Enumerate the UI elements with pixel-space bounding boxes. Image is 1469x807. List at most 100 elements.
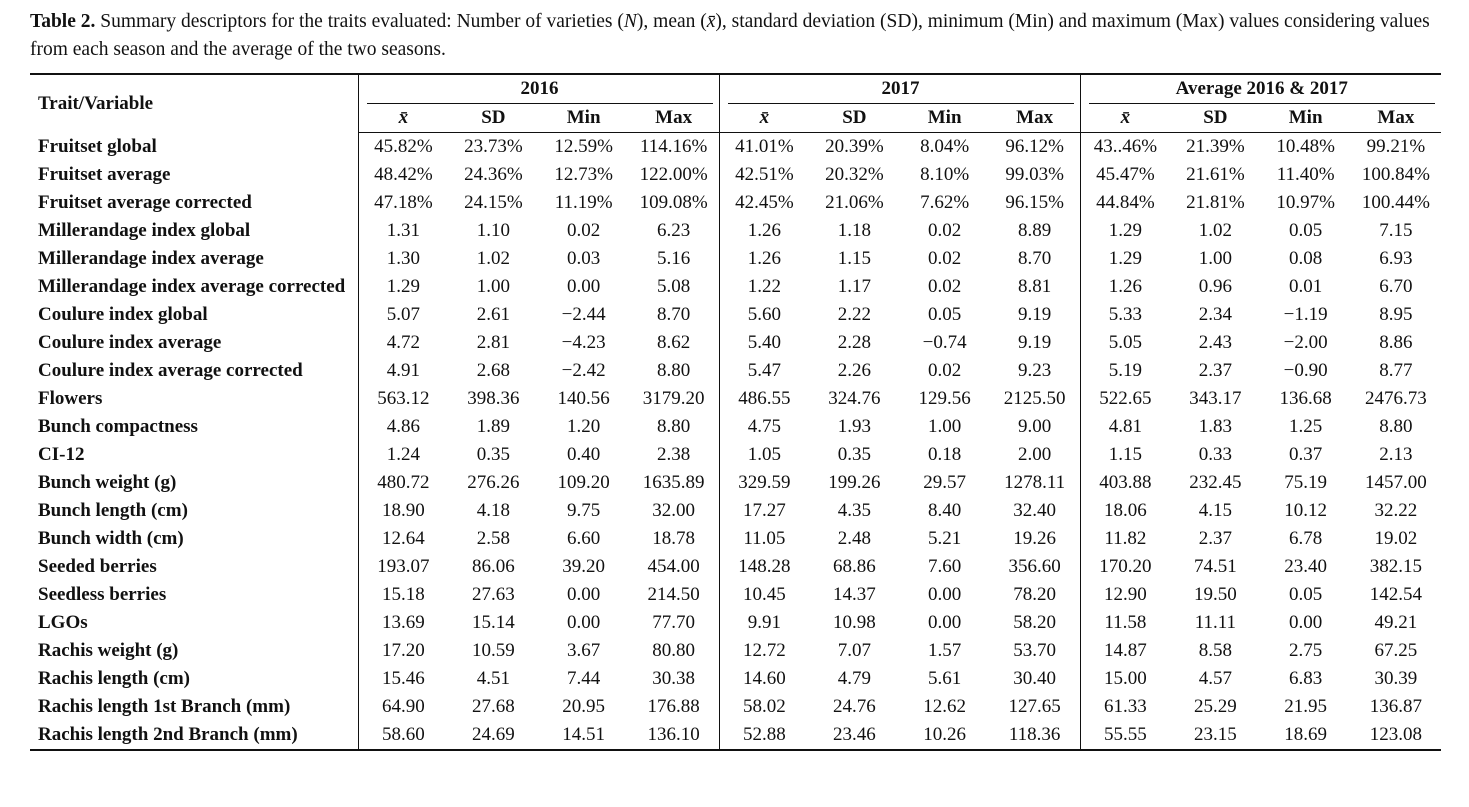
cell: 77.70 bbox=[652, 612, 695, 633]
cell: 2.43 bbox=[1198, 332, 1232, 353]
cell: 9.23 bbox=[1018, 360, 1052, 381]
cell: 1.29 bbox=[1079, 245, 1171, 273]
row-label: Bunch compactness bbox=[38, 416, 198, 437]
cell: 1.89 bbox=[476, 416, 510, 437]
data-row: Rachis length 2nd Branch (mm) 58.60 24.69 1… bbox=[30, 721, 1441, 750]
cell: 24.76 bbox=[833, 696, 876, 717]
caption-text: ), mean ( bbox=[636, 11, 707, 32]
cell: −1.19 bbox=[1283, 304, 1328, 325]
cell: 1.10 bbox=[476, 220, 510, 241]
row-label: LGOs bbox=[38, 612, 88, 633]
cell: 32.40 bbox=[1013, 500, 1056, 521]
cell: 20.95 bbox=[562, 696, 605, 717]
cell: 21.39% bbox=[1186, 136, 1245, 157]
cell: 10.98 bbox=[833, 612, 876, 633]
cell: 4.35 bbox=[837, 500, 871, 521]
cell: −2.00 bbox=[1283, 332, 1328, 353]
cell: 6.60 bbox=[567, 528, 601, 549]
cell: 99.03% bbox=[1005, 164, 1064, 185]
cell: 6.70 bbox=[1379, 276, 1413, 297]
cell: 9.19 bbox=[1018, 332, 1052, 353]
cell: 0.37 bbox=[1289, 444, 1323, 465]
column-header: SD bbox=[1170, 104, 1261, 133]
row-label: Bunch width (cm) bbox=[38, 528, 184, 549]
cell: 7.07 bbox=[837, 640, 871, 661]
cell: 27.68 bbox=[472, 696, 515, 717]
cell: 0.00 bbox=[567, 276, 601, 297]
row-label: Rachis length (cm) bbox=[38, 668, 190, 689]
cell: 170.20 bbox=[1079, 553, 1171, 581]
cell: 49.21 bbox=[1374, 612, 1418, 633]
data-row: Seeded berries 193.07 86.06 39.20 454.00 148.… bbox=[30, 553, 1441, 581]
data-row: Fruitset global 45.82% 23.73% 12.59% 114.16%… bbox=[30, 132, 1441, 161]
cell: 1.02 bbox=[1198, 220, 1232, 241]
data-row: CI-12 1.24 0.35 0.40 2.38 1.05 0.35 0.18 2.00 1.1… bbox=[30, 441, 1441, 469]
cell: 14.87 bbox=[1079, 637, 1171, 665]
data-row: Millerandage index global 1.31 1.10 0.02 6.2… bbox=[30, 217, 1441, 245]
cell: 454.00 bbox=[647, 556, 700, 577]
data-row: Rachis weight (g) 17.20 10.59 3.67 80.80 12.7… bbox=[30, 637, 1441, 665]
cell: 1.24 bbox=[357, 441, 449, 469]
cell: 53.70 bbox=[1013, 640, 1056, 661]
row-label: Bunch length (cm) bbox=[38, 500, 188, 521]
cell: 11.05 bbox=[718, 525, 810, 553]
cell: 136.68 bbox=[1279, 388, 1332, 409]
cell: 8.70 bbox=[1018, 248, 1052, 269]
table: Trait/Variable 2016 2017 Average 2016 & 201… bbox=[30, 73, 1441, 751]
row-label: Millerandage index global bbox=[38, 220, 251, 241]
group-label: 2016 bbox=[366, 75, 713, 104]
cell: 5.33 bbox=[1079, 301, 1171, 329]
cell: 8.62 bbox=[657, 332, 691, 353]
cell: 21.81% bbox=[1186, 192, 1245, 213]
cell: 0.05 bbox=[1289, 220, 1323, 241]
cell: 1.22 bbox=[718, 273, 810, 301]
cell: 148.28 bbox=[718, 553, 810, 581]
cell: 11.19% bbox=[554, 192, 613, 213]
cell: 0.02 bbox=[928, 276, 962, 297]
cell: 0.02 bbox=[567, 220, 601, 241]
cell: 7.44 bbox=[567, 668, 601, 689]
cell: 15.46 bbox=[357, 665, 449, 693]
cell: −2.42 bbox=[561, 360, 606, 381]
cell: 398.36 bbox=[467, 388, 520, 409]
cell: 1.29 bbox=[1079, 217, 1171, 245]
cell: 12.64 bbox=[357, 525, 449, 553]
cell: 1.15 bbox=[1079, 441, 1171, 469]
cell: 0.35 bbox=[837, 444, 871, 465]
row-label: Fruitset average corrected bbox=[38, 192, 252, 213]
cell: 30.40 bbox=[1013, 668, 1056, 689]
cell: 7.60 bbox=[928, 556, 962, 577]
cell: 0.02 bbox=[928, 248, 962, 269]
cell: 48.42% bbox=[357, 161, 449, 189]
cell: 18.69 bbox=[1284, 724, 1327, 745]
row-label: Millerandage index average bbox=[38, 248, 264, 269]
cell: 10.59 bbox=[472, 640, 515, 661]
row-label: Seeded berries bbox=[38, 556, 157, 577]
cell: 58.60 bbox=[357, 721, 449, 750]
cell: 1.26 bbox=[1079, 273, 1171, 301]
cell: 67.25 bbox=[1374, 640, 1418, 661]
subheader-row: x̄ SD Min Max x̄ SD Min Max x̄ SD Min Max bbox=[30, 104, 1441, 133]
cell: 1.02 bbox=[476, 248, 510, 269]
caption-text: x̄ bbox=[706, 11, 716, 32]
cell: 8.80 bbox=[1379, 416, 1413, 437]
cell: 58.02 bbox=[718, 693, 810, 721]
data-row: Flowers 563.12 398.36 140.56 3179.20 486.55 32… bbox=[30, 385, 1441, 413]
cell: 12.59% bbox=[554, 136, 613, 157]
cell: 5.47 bbox=[718, 357, 810, 385]
header-cell: Trait/Variable bbox=[38, 92, 154, 114]
cell: 8.80 bbox=[657, 360, 691, 381]
cell: 96.15% bbox=[1005, 192, 1064, 213]
data-row: Millerandage index average corrected 1.29… bbox=[30, 273, 1441, 301]
data-row: Bunch weight (g) 480.72 276.26 109.20 1635.8… bbox=[30, 469, 1441, 497]
cell: 10.97% bbox=[1276, 192, 1335, 213]
cell: 3.67 bbox=[567, 640, 601, 661]
caption-label: Table 2. bbox=[30, 11, 96, 32]
row-label: Fruitset average bbox=[38, 164, 171, 185]
caption-text: N bbox=[623, 11, 637, 32]
cell: 43..46% bbox=[1079, 132, 1171, 161]
cell: 20.32% bbox=[825, 164, 884, 185]
cell: 2.48 bbox=[837, 528, 871, 549]
cell: 6.78 bbox=[1289, 528, 1323, 549]
cell: 3179.20 bbox=[642, 388, 705, 409]
